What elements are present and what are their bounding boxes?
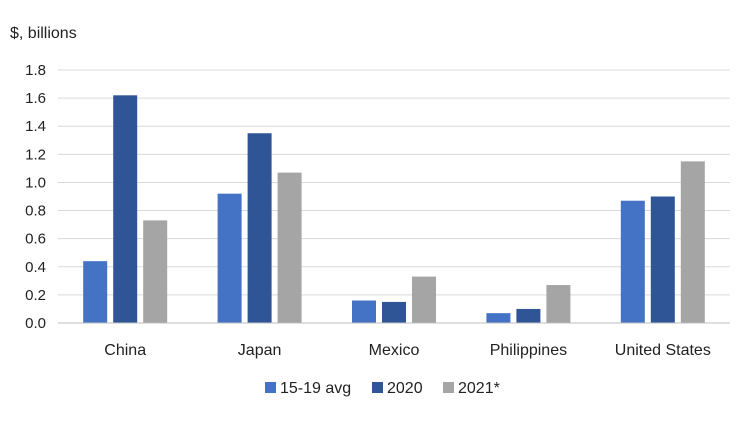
y-tick-label: 1.4 — [25, 118, 46, 135]
x-category-label: China — [104, 342, 146, 359]
y-tick-label: 1.6 — [25, 90, 46, 107]
bar-china-series-1 — [113, 95, 138, 323]
y-tick-label: 0.4 — [25, 259, 46, 276]
x-axis-labels: China Japan Mexico Philippines United States — [104, 342, 711, 359]
bar-china-series-0 — [83, 261, 108, 323]
y-tick-label: 0.6 — [25, 231, 46, 248]
legend-label: 2020 — [387, 380, 423, 397]
bar-mexico-series-0 — [352, 300, 376, 323]
bar-mexico-series-2 — [412, 276, 436, 323]
bar-china-series-2 — [143, 220, 168, 323]
bar-philippines-series-1 — [516, 308, 541, 323]
y-axis-ticks: 0.0 0.2 0.4 0.6 0.8 1.0 1.2 1.4 1.6 1.8 — [25, 62, 46, 332]
bar-philippines-series-2 — [546, 285, 571, 323]
legend-label: 2021* — [458, 380, 500, 397]
unit-label: $, billions — [10, 25, 77, 42]
bar-japan-series-0 — [217, 193, 242, 323]
bars — [83, 95, 705, 323]
bar-united-states-series-2 — [680, 161, 705, 323]
y-tick-label: 0.8 — [25, 203, 46, 220]
x-category-label: Japan — [238, 342, 282, 359]
x-category-label: Philippines — [490, 342, 567, 359]
y-tick-label: 1.0 — [25, 174, 46, 191]
y-tick-label: 1.8 — [25, 62, 46, 79]
bar-japan-series-1 — [247, 133, 272, 323]
legend-swatch — [372, 382, 383, 393]
gridlines — [58, 69, 730, 296]
x-category-label: United States — [615, 342, 711, 359]
y-tick-label: 1.2 — [25, 146, 46, 163]
bar-united-states-series-1 — [650, 196, 675, 323]
y-tick-label: 0.0 — [25, 315, 46, 332]
x-category-label: Mexico — [369, 342, 420, 359]
legend: 15-19 avg 2020 2021* — [265, 380, 500, 397]
legend-swatch — [265, 382, 276, 393]
legend-label: 15-19 avg — [280, 380, 351, 397]
bar-mexico-series-1 — [382, 301, 406, 323]
y-tick-label: 0.2 — [25, 287, 46, 304]
bar-united-states-series-0 — [620, 200, 645, 323]
bar-japan-series-2 — [277, 172, 302, 323]
bar-philippines-series-0 — [486, 313, 511, 323]
legend-swatch — [443, 382, 454, 393]
